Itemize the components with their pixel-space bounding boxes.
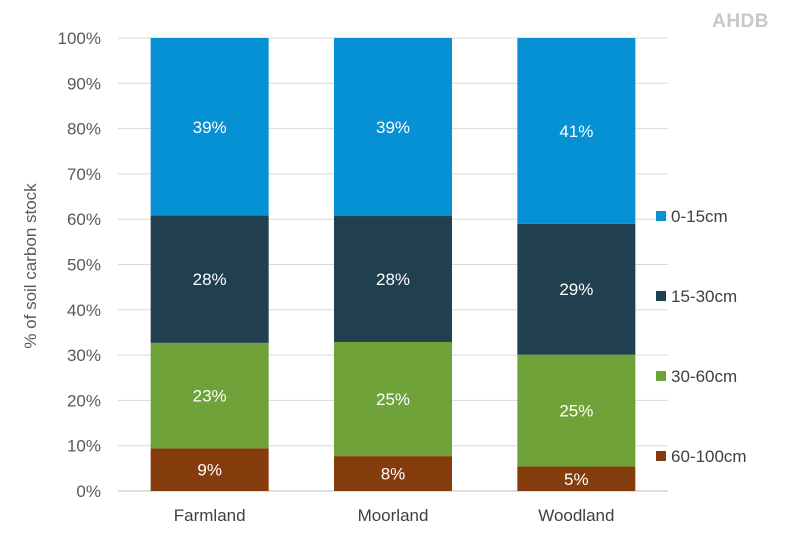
- data-label: 9%: [197, 461, 222, 480]
- y-tick-label: 10%: [67, 437, 101, 456]
- y-axis-ticks: 0% 10% 20% 30% 40% 50% 60% 70% 80% 90% 100%: [58, 29, 101, 501]
- bar-segment: [334, 38, 452, 217]
- data-label: 28%: [376, 270, 410, 289]
- y-tick-label: 60%: [67, 210, 101, 229]
- bar-segment: [334, 341, 452, 457]
- legend-label: 0-15cm: [671, 207, 728, 226]
- data-label: 5%: [564, 470, 589, 489]
- y-tick-label: 70%: [67, 165, 101, 184]
- bar-segment: [150, 215, 269, 343]
- data-label: 39%: [376, 118, 410, 137]
- legend-label: 15-30cm: [671, 287, 737, 306]
- bar-segment: [517, 38, 636, 224]
- bar-segment: [517, 223, 636, 355]
- legend-swatch: [656, 211, 666, 221]
- y-tick-label: 100%: [58, 29, 101, 48]
- data-label: 25%: [559, 402, 593, 421]
- x-category-label: Farmland: [174, 506, 246, 525]
- y-tick-label: 90%: [67, 74, 101, 93]
- x-category-label: Woodland: [538, 506, 614, 525]
- y-axis-label: % of soil carbon stock: [21, 183, 40, 349]
- data-label: 28%: [193, 270, 227, 289]
- y-tick-label: 30%: [67, 346, 101, 365]
- y-tick-label: 0%: [76, 482, 101, 501]
- legend-label: 60-100cm: [671, 447, 747, 466]
- bar-segment: [517, 466, 636, 491]
- y-tick-label: 50%: [67, 256, 101, 275]
- bar-segment: [334, 216, 452, 342]
- y-tick-label: 40%: [67, 301, 101, 320]
- y-tick-label: 80%: [67, 120, 101, 139]
- bar-segment: [150, 448, 269, 491]
- legend-swatch: [656, 371, 666, 381]
- legend-label: 30-60cm: [671, 367, 737, 386]
- data-label: 8%: [381, 465, 406, 484]
- bar-segment: [334, 456, 452, 491]
- y-tick-label: 20%: [67, 391, 101, 410]
- bars: 9% 23% 28% 39% 8% 25% 28% 39% 5% 25% 29% 41%: [150, 38, 636, 491]
- bar-segment: [517, 354, 636, 467]
- data-label: 25%: [376, 390, 410, 409]
- data-label: 29%: [559, 280, 593, 299]
- ahdb-logo: AHDB: [712, 11, 769, 32]
- data-label: 23%: [193, 387, 227, 406]
- x-category-label: Moorland: [358, 506, 429, 525]
- legend-swatch: [656, 291, 666, 301]
- legend: 0-15cm 15-30cm 30-60cm 60-100cm: [656, 207, 747, 466]
- data-label: 41%: [559, 122, 593, 141]
- bar-segment: [150, 342, 269, 449]
- legend-swatch: [656, 451, 666, 461]
- data-label: 39%: [193, 118, 227, 137]
- x-axis-categories: Farmland Moorland Woodland: [174, 506, 615, 525]
- bar-segment: [150, 38, 269, 216]
